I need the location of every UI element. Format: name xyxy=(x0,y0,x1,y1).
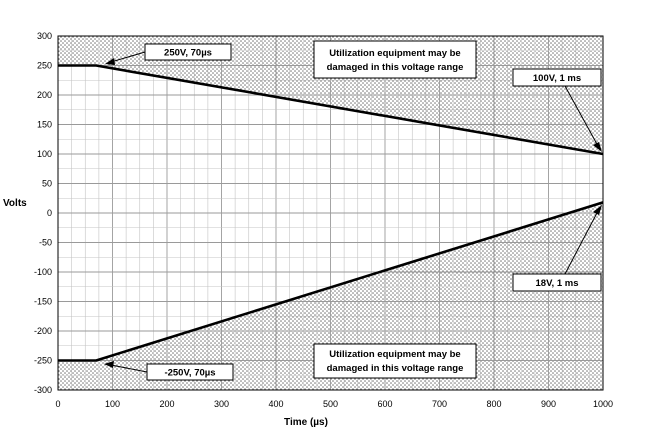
y-tick-label: 150 xyxy=(37,120,52,130)
upper-corner-label: 250V, 70µs xyxy=(164,48,212,59)
y-tick-label: -300 xyxy=(34,385,52,395)
y-tick-label: 0 xyxy=(47,208,52,218)
x-tick-label: 600 xyxy=(377,399,392,409)
x-tick-label: 800 xyxy=(486,399,501,409)
upper-corner-leader xyxy=(110,51,146,63)
x-tick-labels: 0 100 200 300 400 500 600 700 800 900 1000 xyxy=(55,399,613,409)
y-tick-label: 300 xyxy=(37,31,52,41)
upper-end-leader xyxy=(564,85,599,147)
lower-end-arrowhead xyxy=(593,205,602,215)
upper-corner-label-box xyxy=(144,43,232,61)
lower-region-label-line1: Utilization equipment may be xyxy=(329,349,460,360)
x-tick-label: 100 xyxy=(105,399,120,409)
lower-region-label-box xyxy=(313,343,477,379)
upper-region-label-line1: Utilization equipment may be xyxy=(329,48,460,59)
x-axis-label: Time (µs) xyxy=(284,417,328,428)
x-tick-label: 700 xyxy=(432,399,447,409)
y-tick-label: 50 xyxy=(42,179,52,189)
lower-corner-label-box xyxy=(146,363,234,381)
x-tick-label: 0 xyxy=(55,399,60,409)
upper-end-arrowhead xyxy=(593,142,602,152)
upper-end-label: 100V, 1 ms xyxy=(533,73,581,84)
upper-end-label-box xyxy=(512,68,602,87)
lower-limit-line xyxy=(58,201,604,362)
y-tick-labels: 300 250 200 150 100 50 0 -50 -100 -150 -200 -250 -30… xyxy=(34,31,52,395)
lower-corner-arrowhead xyxy=(104,361,114,368)
lower-end-label: 18V, 1 ms xyxy=(536,278,579,289)
y-tick-label: -100 xyxy=(34,267,52,277)
y-tick-label: -150 xyxy=(34,297,52,307)
y-tick-label: 200 xyxy=(37,90,52,100)
x-tick-label: 900 xyxy=(541,399,556,409)
lower-region-label-line2: damaged in this voltage range xyxy=(327,363,464,374)
x-tick-label: 1000 xyxy=(593,399,613,409)
x-tick-label: 200 xyxy=(159,399,174,409)
upper-corner-arrowhead xyxy=(105,58,115,65)
y-tick-label: 250 xyxy=(37,61,52,71)
y-tick-label: -50 xyxy=(39,238,52,248)
upper-limit-line xyxy=(58,64,604,156)
annotations: 250V, 70µs 100V, 1 ms Utilization equipm… xyxy=(104,40,602,381)
lower-end-leader xyxy=(564,210,599,275)
lower-corner-leader xyxy=(110,364,148,373)
y-tick-label: 100 xyxy=(37,149,52,159)
x-tick-label: 300 xyxy=(214,399,229,409)
upper-region-label-box xyxy=(313,40,477,79)
y-axis-label: Volts xyxy=(3,198,27,209)
y-tick-label: -200 xyxy=(34,326,52,336)
x-tick-label: 500 xyxy=(323,399,338,409)
x-tick-label: 400 xyxy=(268,399,283,409)
plot-frame xyxy=(57,35,604,391)
upper-region-label-line2: damaged in this voltage range xyxy=(327,62,464,73)
y-tick-label: -250 xyxy=(34,356,52,366)
lower-corner-label: -250V, 70µs xyxy=(164,368,215,379)
series-lines xyxy=(58,64,604,362)
lower-end-label-box xyxy=(512,273,602,292)
grid xyxy=(58,36,603,390)
